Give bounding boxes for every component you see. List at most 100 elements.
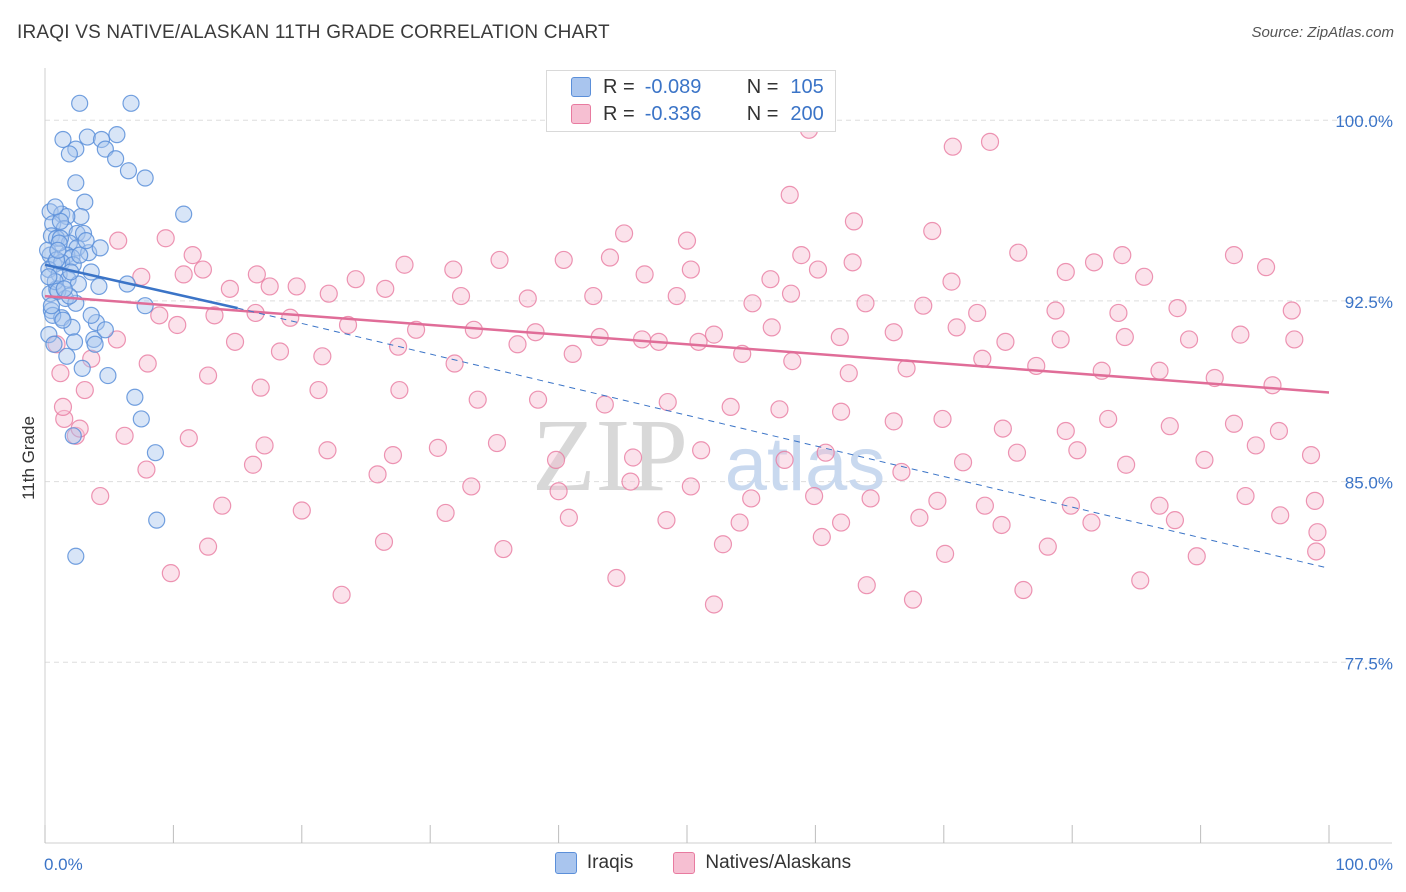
data-point-natives <box>174 265 193 284</box>
data-point-natives <box>1061 496 1081 515</box>
data-point-natives <box>346 270 365 289</box>
data-point-natives <box>1084 253 1104 272</box>
data-point-iraqis <box>72 207 90 226</box>
data-point-natives <box>1269 421 1289 441</box>
series-legend: Iraqis Natives/Alaskans <box>0 852 1406 874</box>
data-point-iraqis <box>122 94 140 112</box>
data-point-natives <box>1165 511 1185 530</box>
data-point-natives <box>973 349 992 368</box>
data-point-natives <box>1168 299 1187 318</box>
data-point-natives <box>677 231 697 250</box>
data-point-natives <box>721 397 740 417</box>
correlation-legend: R = -0.089 N = 105 R = -0.336 N = 200 <box>546 70 836 132</box>
data-point-natives <box>53 397 73 417</box>
data-point-natives <box>156 229 175 248</box>
data-point-natives <box>1179 330 1199 349</box>
data-point-natives <box>1301 445 1321 465</box>
data-point-natives <box>730 513 749 532</box>
data-point-natives <box>428 438 448 457</box>
grid-lines <box>45 119 1392 663</box>
data-point-natives <box>993 419 1012 438</box>
data-point-natives <box>292 501 311 520</box>
data-point-natives <box>1131 571 1150 590</box>
data-point-natives <box>935 544 955 563</box>
data-point-natives <box>138 354 157 373</box>
data-point-natives <box>704 595 724 614</box>
data-point-natives <box>781 284 801 303</box>
data-point-natives <box>953 453 973 472</box>
series-natives-points <box>47 120 1327 614</box>
data-point-natives <box>1307 542 1326 561</box>
axes <box>44 68 1392 844</box>
legend-n-label: N = <box>746 102 779 125</box>
data-point-natives <box>51 364 70 383</box>
data-point-natives <box>1224 246 1244 265</box>
data-point-iraqis <box>175 205 193 223</box>
data-point-natives <box>183 246 202 265</box>
data-point-natives <box>928 491 947 510</box>
data-point-natives <box>808 260 828 279</box>
data-point-natives <box>947 318 966 337</box>
data-point-iraqis <box>51 212 70 230</box>
data-point-natives <box>559 508 578 527</box>
data-point-iraqis <box>46 198 64 216</box>
data-point-iraqis <box>67 547 85 565</box>
data-point-natives <box>1187 547 1206 566</box>
data-point-natives <box>975 496 994 515</box>
data-point-natives <box>992 515 1011 535</box>
data-point-natives <box>168 315 187 335</box>
data-point-iraqis <box>40 268 58 286</box>
data-point-natives <box>1195 450 1214 470</box>
data-point-natives <box>225 332 245 351</box>
y-tick-label: 77.5% <box>1345 654 1393 673</box>
legend-item-natives[interactable]: Natives/Alaskans <box>673 852 851 874</box>
data-point-natives <box>996 332 1015 351</box>
data-point-natives <box>792 246 811 265</box>
data-point-natives <box>338 315 358 335</box>
legend-item-iraqis[interactable]: Iraqis <box>554 852 633 874</box>
data-point-iraqis <box>132 410 150 428</box>
data-point-natives <box>831 513 851 532</box>
data-point-natives <box>563 344 582 363</box>
data-point-natives <box>260 277 279 296</box>
data-point-natives <box>595 395 614 414</box>
data-point-natives <box>1007 443 1027 462</box>
data-point-natives <box>681 260 700 279</box>
data-point-natives <box>313 347 332 366</box>
data-point-natives <box>762 318 781 337</box>
data-point-iraqis <box>54 311 72 329</box>
trend-line-iraqis <box>44 263 238 310</box>
data-point-natives <box>270 342 290 361</box>
series-iraqis-points <box>38 94 193 565</box>
data-point-natives <box>1256 258 1276 277</box>
data-point-natives <box>783 352 802 371</box>
data-point-iraqis <box>82 306 100 324</box>
data-point-natives <box>251 378 270 397</box>
data-point-iraqis <box>78 128 96 146</box>
data-point-natives <box>1014 580 1033 600</box>
data-point-natives <box>914 296 933 315</box>
data-point-natives <box>584 286 603 306</box>
data-point-natives <box>623 448 643 467</box>
data-point-iraqis <box>76 193 94 211</box>
data-point-natives <box>839 364 858 383</box>
data-point-iraqis <box>148 511 166 529</box>
data-point-natives <box>923 221 942 241</box>
data-point-natives <box>658 392 677 412</box>
data-point-natives <box>910 508 929 527</box>
data-point-iraqis <box>136 297 154 315</box>
data-point-natives <box>933 409 952 429</box>
legend-row-iraqis: R = -0.089 N = 105 <box>571 75 824 99</box>
data-point-natives <box>1056 262 1075 282</box>
data-point-natives <box>213 496 232 515</box>
data-point-natives <box>1099 409 1118 429</box>
data-point-natives <box>805 486 824 506</box>
legend-swatch-iraqis <box>571 77 591 97</box>
data-point-natives <box>657 511 676 530</box>
data-point-iraqis <box>126 388 144 406</box>
data-point-natives <box>332 585 351 604</box>
data-point-natives <box>1038 537 1057 556</box>
data-point-iraqis <box>73 359 91 377</box>
data-point-natives <box>436 503 455 523</box>
